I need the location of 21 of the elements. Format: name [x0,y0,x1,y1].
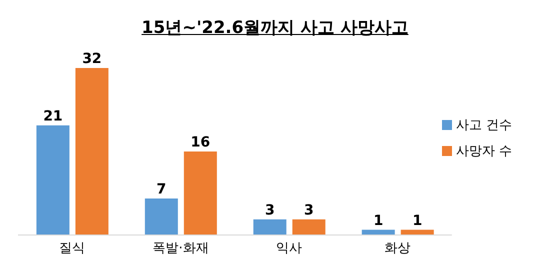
bar [184,152,217,235]
x-tick-label: 질식 [59,241,86,256]
legend-label: 사고 건수 [456,118,512,133]
bar [292,219,326,235]
data-label: 3 [304,202,314,218]
data-label: 21 [43,108,63,124]
x-tick-label: 폭발·화재 [152,241,209,256]
chart-title: 15년~'22.6월까지 사고 사망사고 [140,17,410,40]
bar [36,125,70,235]
data-label: 16 [190,134,210,150]
x-tick-label: 화상 [384,241,411,256]
bar [253,219,286,235]
data-label: 7 [156,181,166,198]
data-label: 1 [373,212,384,229]
x-tick-label: 익사 [276,241,302,256]
bar [75,68,108,235]
data-label: 1 [412,212,422,229]
data-label: 32 [82,51,102,67]
legend-label: 사망자 수 [456,144,512,159]
data-label: 3 [264,202,275,218]
bar [144,198,178,235]
